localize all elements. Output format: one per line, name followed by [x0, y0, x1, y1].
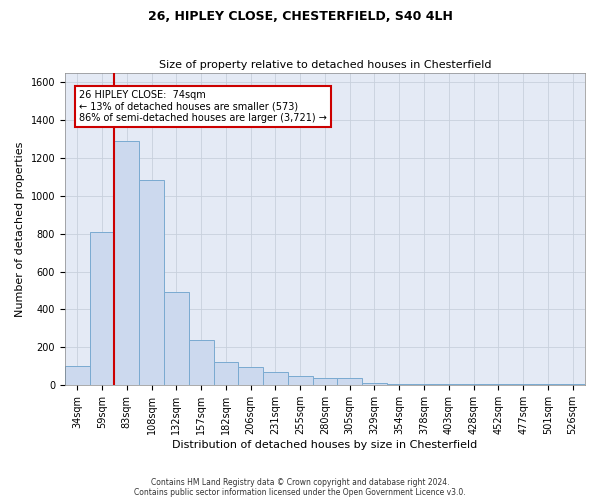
X-axis label: Distribution of detached houses by size in Chesterfield: Distribution of detached houses by size …	[172, 440, 478, 450]
Text: 26, HIPLEY CLOSE, CHESTERFIELD, S40 4LH: 26, HIPLEY CLOSE, CHESTERFIELD, S40 4LH	[148, 10, 452, 23]
Bar	[560, 384, 585, 385]
Bar	[65, 366, 89, 385]
Bar	[436, 384, 461, 385]
Bar	[362, 384, 387, 385]
Bar	[115, 141, 139, 385]
Bar	[288, 376, 313, 385]
Bar	[486, 384, 511, 385]
Bar	[535, 384, 560, 385]
Bar	[214, 362, 238, 385]
Bar	[337, 378, 362, 385]
Bar	[461, 384, 486, 385]
Bar	[89, 232, 115, 385]
Text: Contains HM Land Registry data © Crown copyright and database right 2024.
Contai: Contains HM Land Registry data © Crown c…	[134, 478, 466, 497]
Bar	[238, 367, 263, 385]
Y-axis label: Number of detached properties: Number of detached properties	[15, 142, 25, 316]
Bar	[139, 180, 164, 385]
Bar	[387, 384, 412, 385]
Text: 26 HIPLEY CLOSE:  74sqm
← 13% of detached houses are smaller (573)
86% of semi-d: 26 HIPLEY CLOSE: 74sqm ← 13% of detached…	[79, 90, 327, 123]
Bar	[263, 372, 288, 385]
Bar	[412, 384, 436, 385]
Bar	[164, 292, 189, 385]
Bar	[313, 378, 337, 385]
Bar	[511, 384, 535, 385]
Title: Size of property relative to detached houses in Chesterfield: Size of property relative to detached ho…	[159, 60, 491, 70]
Bar	[189, 340, 214, 385]
